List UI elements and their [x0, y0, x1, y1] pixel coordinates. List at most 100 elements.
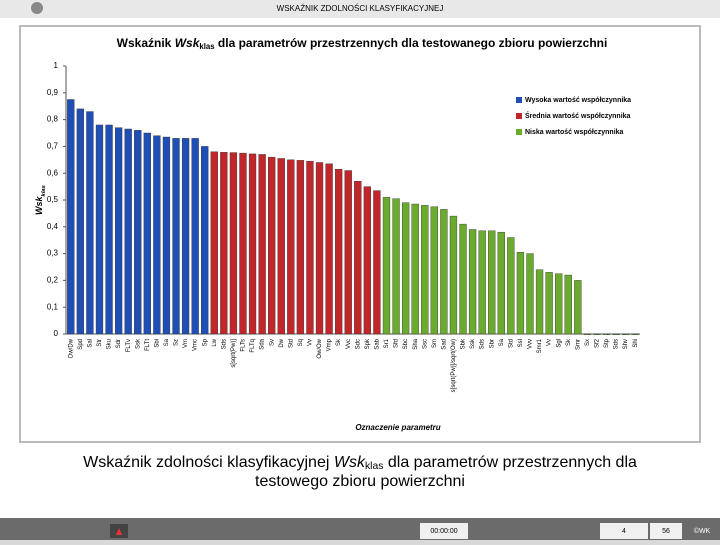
bar [306, 160, 314, 335]
x-tick-label: Sk [566, 338, 572, 346]
x-tick-label: Sds [221, 339, 227, 349]
x-tick-label: Sds [614, 339, 620, 349]
x-tick-label: FLTq [250, 339, 256, 353]
x-tick-label: FLTs [241, 339, 247, 352]
x-tick-label: Sv [269, 339, 275, 346]
x-tick-label: Vvc [346, 339, 352, 349]
bar [535, 269, 544, 335]
bar [411, 203, 419, 335]
legend-label: Średnia wartość współczynnika [525, 111, 631, 120]
bar [516, 252, 525, 335]
bar [363, 186, 371, 335]
x-tick-label: Sab [374, 338, 380, 349]
x-tick-label: Std [508, 339, 514, 348]
caption: Wskaźnik zdolności klasyfikacyjnej Wskkl… [83, 454, 637, 472]
x-tick-label: Ssk [470, 338, 476, 349]
bar [172, 138, 180, 335]
y-tick-label: 0,3 [47, 249, 59, 258]
bar [268, 156, 276, 335]
x-tick-label: Vm [183, 339, 189, 348]
stop-icon [116, 528, 122, 535]
x-tick-label: Std [288, 339, 294, 348]
x-tick-label: Ssl [518, 339, 524, 347]
author: ©WK [694, 527, 711, 535]
bar [239, 152, 247, 335]
x-tick-label: Ssk [135, 338, 141, 349]
x-tick-label: Sx [585, 339, 591, 346]
bar [574, 280, 582, 335]
bar [430, 206, 438, 335]
total-box [650, 523, 682, 539]
subscript: klas [365, 461, 383, 472]
bar [335, 168, 343, 335]
bar [593, 333, 601, 336]
slide-total: 56 [662, 528, 670, 535]
bar [373, 190, 381, 335]
legend-label: Niska wartość współczynnika [525, 129, 624, 136]
x-tick-label: Sdc [355, 339, 361, 349]
window-button[interactable] [31, 2, 43, 14]
x-tick-label: Sp [202, 338, 208, 346]
x-tick-label: Sm [432, 339, 438, 348]
bar [220, 152, 228, 335]
bar [622, 333, 630, 336]
text-part: Wsk [34, 195, 44, 215]
bar [583, 333, 592, 336]
text-part: Wsk [175, 36, 201, 50]
x-tick-label: Sal [87, 339, 93, 348]
player-bar [0, 518, 720, 540]
x-tick-label: Sdr [116, 339, 122, 348]
legend-label: Wysoka wartość współczynnika [525, 97, 631, 104]
y-tick-label: 0,1 [47, 302, 59, 311]
bar [344, 170, 352, 335]
x-tick-label: Sa [164, 338, 170, 346]
subscript: klas [41, 184, 47, 196]
bar [507, 237, 515, 335]
bar [143, 132, 151, 335]
x-tick-label: FLTv [126, 339, 132, 352]
x-tick-label: Ow/Ow [317, 338, 323, 358]
y-tick-label: 0,8 [47, 115, 59, 124]
bar [631, 333, 639, 336]
bar [105, 124, 113, 335]
bar [421, 205, 429, 335]
y-tick-label: 0,6 [47, 168, 59, 177]
bar [612, 333, 620, 336]
x-tick-label: Dw [279, 338, 285, 347]
bar [201, 146, 209, 335]
x-axis-label: Oznaczenie parametru [355, 423, 440, 432]
x-tick-label: Sda [260, 338, 266, 349]
bar [134, 130, 142, 335]
x-tick-label: Sbk [461, 338, 467, 349]
x-tick-label: FLTt [145, 339, 151, 351]
y-axis-label: Wskklas [34, 184, 46, 215]
bar [258, 154, 266, 335]
legend-swatch [516, 113, 522, 119]
y-tick-label: 0,2 [47, 276, 59, 285]
x-tick-label: Dw/Dw [68, 338, 74, 358]
legend-swatch [516, 97, 522, 103]
bar [114, 127, 123, 335]
text-part: Wskaźnik [117, 36, 175, 50]
x-tick-label: Shi [633, 339, 639, 348]
bar [354, 181, 362, 335]
bar [401, 202, 410, 335]
text-part: Wskaźnik zdolności klasyfikacyjnej [83, 454, 334, 471]
x-tick-label: Stp [604, 338, 610, 348]
x-tick-label: Vv [547, 339, 553, 346]
x-tick-label: Ssc [422, 339, 428, 349]
x-tick-label: Sgl [556, 339, 562, 348]
bar [392, 198, 400, 335]
bar [229, 152, 238, 335]
bar [277, 158, 285, 335]
text-part: dla parametrów przestrzennych dla testow… [215, 36, 608, 50]
x-tick-label: Smr1 [537, 338, 543, 353]
x-tick-label: Spd [78, 339, 84, 350]
x-tick-label: Sfd [394, 339, 400, 348]
x-tick-label: Str [97, 339, 103, 347]
slide-box [600, 523, 648, 539]
bar [526, 253, 534, 335]
x-tick-label: Sa [499, 338, 505, 346]
bar [459, 223, 467, 335]
